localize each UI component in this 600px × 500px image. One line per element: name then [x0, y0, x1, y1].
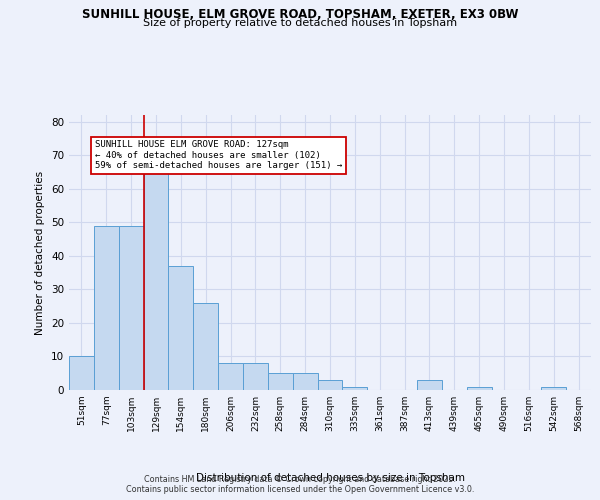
- Bar: [218, 363, 243, 390]
- Bar: [243, 363, 268, 390]
- Bar: [69, 356, 94, 390]
- Bar: [94, 226, 119, 390]
- X-axis label: Distribution of detached houses by size in Topsham: Distribution of detached houses by size …: [196, 473, 464, 483]
- Text: SUNHILL HOUSE ELM GROVE ROAD: 127sqm
← 40% of detached houses are smaller (102)
: SUNHILL HOUSE ELM GROVE ROAD: 127sqm ← 4…: [95, 140, 343, 170]
- Bar: [268, 373, 293, 390]
- Bar: [293, 373, 317, 390]
- Bar: [467, 386, 491, 390]
- Bar: [193, 303, 218, 390]
- Bar: [317, 380, 343, 390]
- Bar: [343, 386, 367, 390]
- Bar: [169, 266, 193, 390]
- Bar: [119, 226, 143, 390]
- Text: Size of property relative to detached houses in Topsham: Size of property relative to detached ho…: [143, 18, 457, 28]
- Text: Contains HM Land Registry data © Crown copyright and database right 2025.
Contai: Contains HM Land Registry data © Crown c…: [126, 474, 474, 494]
- Bar: [541, 386, 566, 390]
- Text: SUNHILL HOUSE, ELM GROVE ROAD, TOPSHAM, EXETER, EX3 0BW: SUNHILL HOUSE, ELM GROVE ROAD, TOPSHAM, …: [82, 8, 518, 20]
- Bar: [417, 380, 442, 390]
- Y-axis label: Number of detached properties: Number of detached properties: [35, 170, 46, 334]
- Bar: [143, 172, 169, 390]
